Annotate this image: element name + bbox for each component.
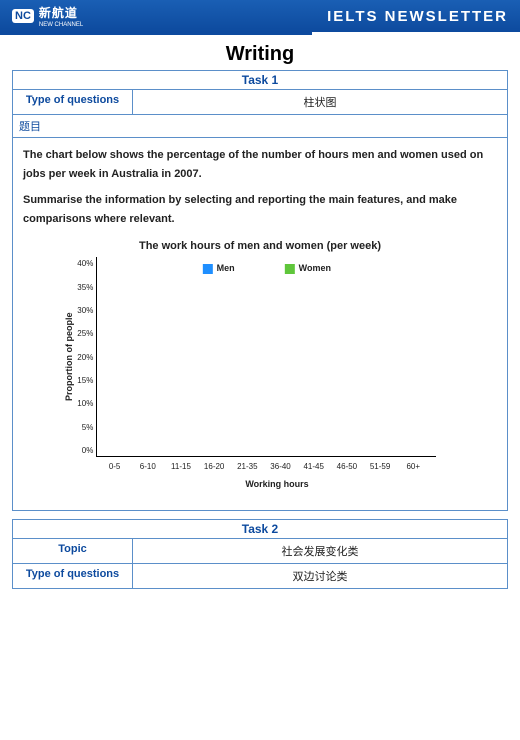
task1-type-row: Type of questions 柱状图 xyxy=(13,90,507,115)
chart-y-tick: 20% xyxy=(77,351,93,365)
task2-type-value: 双边讨论类 xyxy=(133,564,507,588)
chart-x-tick: 21-35 xyxy=(233,460,261,474)
task2-topic-value: 社会发展变化类 xyxy=(133,539,507,563)
chart-x-tick: 36-40 xyxy=(267,460,295,474)
chart-x-tick: 16-20 xyxy=(200,460,228,474)
chart-plot: MenWomen xyxy=(96,257,436,457)
chart-area: Proportion of people 40% 35% 30% 25% 20% 15% 1… xyxy=(60,257,460,457)
task2-topic-row: Topic 社会发展变化类 xyxy=(13,539,507,564)
chart-title: The work hours of men and women (per wee… xyxy=(60,237,460,256)
section-title: Writing xyxy=(0,43,520,66)
logo-badge: NC xyxy=(12,9,34,23)
task2-type-row: Type of questions 双边讨论类 xyxy=(13,564,507,588)
task1-prompt-line1: The chart below shows the percentage of … xyxy=(23,146,497,183)
task1-type-label: Type of questions xyxy=(13,90,133,114)
chart-y-tick: 0% xyxy=(77,444,93,458)
task1-type-value: 柱状图 xyxy=(133,90,507,114)
chart-x-tick: 60+ xyxy=(399,460,427,474)
work-hours-chart: The work hours of men and women (per wee… xyxy=(60,237,460,493)
task1-prompt-line2: Summarise the information by selecting a… xyxy=(23,191,497,228)
chart-y-ticks: 40% 35% 30% 25% 20% 15% 10% 5% 0% xyxy=(77,257,96,457)
chart-y-axis-label: Proportion of people xyxy=(60,257,77,457)
header-accent-line xyxy=(0,32,520,35)
chart-bars xyxy=(97,257,436,456)
chart-x-tick: 11-15 xyxy=(167,460,195,474)
logo-text-sub: NEW CHANNEL xyxy=(39,22,83,28)
newsletter-title: IELTS NEWSLETTER xyxy=(327,8,508,25)
chart-y-tick: 25% xyxy=(77,327,93,341)
task1-header: Task 1 xyxy=(13,71,507,90)
chart-y-tick: 10% xyxy=(77,397,93,411)
chart-x-tick: 51-59 xyxy=(366,460,394,474)
task2-panel: Task 2 Topic 社会发展变化类 Type of questions 双… xyxy=(12,519,508,589)
chart-x-tick: 46-50 xyxy=(333,460,361,474)
chart-x-axis-label: Working hours xyxy=(94,477,460,492)
chart-y-tick: 35% xyxy=(77,281,93,295)
task1-question-label: 题目 xyxy=(13,115,507,138)
task1-panel: Task 1 Type of questions 柱状图 题目 The char… xyxy=(12,70,508,511)
task2-header: Task 2 xyxy=(13,520,507,539)
chart-y-tick: 15% xyxy=(77,374,93,388)
logo-text-main: 新航道 xyxy=(39,6,78,20)
chart-x-tick: 41-45 xyxy=(300,460,328,474)
chart-y-tick: 5% xyxy=(77,421,93,435)
task2-type-label: Type of questions xyxy=(13,564,133,588)
newsletter-header: NC 新航道 NEW CHANNEL IELTS NEWSLETTER xyxy=(0,0,520,32)
task1-prompt: The chart below shows the percentage of … xyxy=(13,138,507,510)
logo: NC 新航道 NEW CHANNEL xyxy=(12,4,83,28)
chart-x-tick: 0-5 xyxy=(101,460,129,474)
chart-y-tick: 40% xyxy=(77,257,93,271)
chart-y-tick: 30% xyxy=(77,304,93,318)
logo-text: 新航道 NEW CHANNEL xyxy=(39,4,83,28)
task2-topic-label: Topic xyxy=(13,539,133,563)
chart-x-tick: 6-10 xyxy=(134,460,162,474)
chart-x-ticks: 0-5 6-10 11-15 16-20 21-35 36-40 41-45 46-50 51-… xyxy=(94,457,434,474)
